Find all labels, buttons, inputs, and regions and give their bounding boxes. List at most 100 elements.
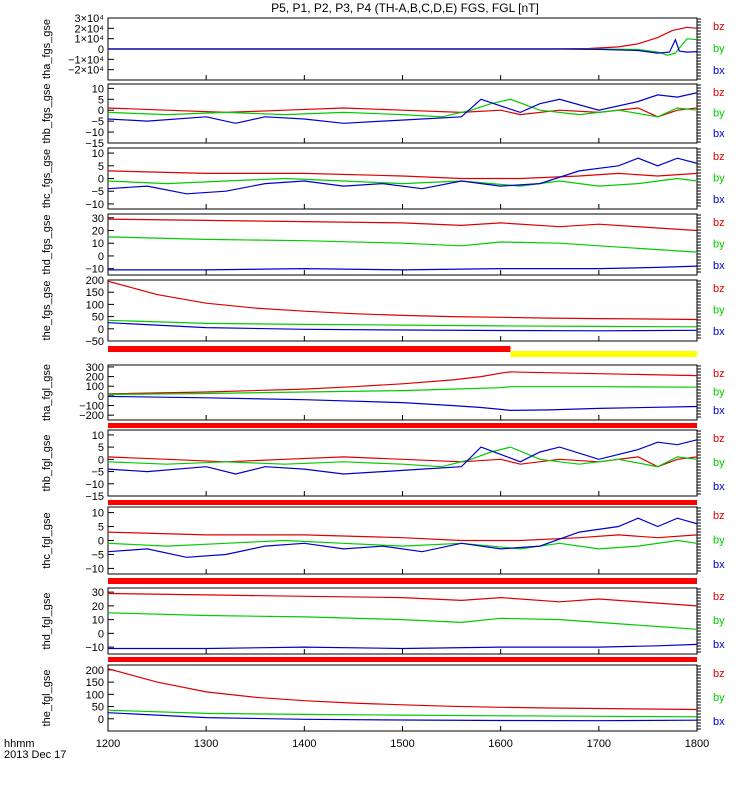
series-line-by — [108, 446, 697, 468]
y-tick-label: −10 — [85, 264, 104, 276]
y-tick-label: 200 — [86, 665, 104, 677]
y-tick-label: 5 — [98, 94, 104, 106]
x-axis: 1200 1300 1400 1500 1600 1700 1800 — [96, 75, 709, 750]
y-tick-label: −5 — [91, 467, 104, 479]
legend-bx: bx — [713, 260, 725, 272]
series-line-bx — [108, 265, 697, 271]
y-tick-label: 50 — [92, 702, 104, 714]
series-line-bx — [108, 395, 697, 412]
y-tick-label: 100 — [86, 299, 104, 311]
series-line-bz — [108, 170, 697, 180]
figure-title: P5, P1, P2, P3, P4 (TH-A,B,C,D,E) FGS, F… — [271, 1, 539, 15]
y-tick-label: −15 — [85, 138, 104, 150]
y-axis-label: the_fgs_gse — [41, 281, 53, 341]
series-line-by — [108, 709, 697, 718]
series-line-by — [108, 319, 697, 328]
y-tick-label: 0 — [98, 536, 104, 548]
legend-by: by — [713, 535, 725, 547]
mode-bars — [108, 346, 697, 662]
y-tick-label: 100 — [86, 689, 104, 701]
legend-by: by — [713, 239, 725, 251]
y-tick-label: 150 — [86, 287, 104, 299]
legend-bz: bz — [713, 87, 725, 99]
x-tick-label: 1600 — [488, 738, 512, 750]
y-tick-label: 5 — [98, 522, 104, 534]
series-line-bz — [108, 218, 697, 232]
y-tick-label: 10 — [92, 83, 104, 95]
mode-bar — [108, 657, 697, 662]
y-axis-label: thc_fgl_gse — [41, 512, 53, 568]
series-line-by — [108, 539, 697, 550]
legend-bz: bz — [713, 433, 725, 445]
series-line-by — [108, 98, 697, 118]
series-line-bz — [108, 668, 697, 711]
series-line-by — [108, 612, 697, 630]
y-tick-label: 200 — [86, 275, 104, 287]
y-axis-label: thb_fgs_gse — [41, 84, 53, 144]
series-line-by — [108, 177, 697, 187]
y-tick-label: −10 — [85, 563, 104, 575]
y-tick-label: 0 — [98, 391, 104, 403]
series-line-bx — [108, 157, 697, 195]
y-axis-label: the_fgl_gse — [41, 670, 53, 727]
legend-bx: bx — [713, 639, 725, 651]
legend-bz: bz — [713, 668, 725, 680]
legend-by: by — [713, 305, 725, 317]
y-tick-label: 100 — [86, 381, 104, 393]
legend-bx: bx — [713, 194, 725, 206]
mode-bar — [510, 351, 697, 357]
legend-by: by — [713, 457, 725, 469]
time-label: hhmm — [4, 738, 35, 750]
legend-bx: bx — [713, 65, 725, 77]
y-tick-label: 200 — [86, 372, 104, 384]
y-axis-label: thd_fgs_gse — [41, 215, 53, 275]
legend-by: by — [713, 615, 725, 627]
y-tick-label: 150 — [86, 677, 104, 689]
series-line-bz — [108, 456, 697, 468]
legend-bx: bx — [713, 405, 725, 417]
y-tick-label: 3×10⁴ — [74, 13, 104, 25]
y-tick-label: 0 — [98, 714, 104, 726]
y-tick-label: 0 — [98, 628, 104, 640]
y-tick-label: −10 — [85, 479, 104, 491]
y-tick-label: −50 — [85, 336, 104, 348]
legend-bz: bz — [713, 21, 725, 33]
panel-frame — [107, 147, 698, 210]
y-tick-label: −1×10⁴ — [68, 54, 104, 66]
y-tick-label: 10 — [92, 615, 104, 627]
date-label: 2013 Dec 17 — [4, 749, 66, 761]
series-line-bz — [108, 592, 697, 607]
y-tick-label: −10 — [85, 642, 104, 654]
legend-by: by — [713, 173, 725, 185]
legend-by: by — [713, 43, 725, 55]
legend-bx: bx — [713, 716, 725, 728]
y-tick-label: −10 — [85, 199, 104, 211]
panel-frame — [107, 506, 698, 575]
y-tick-label: −5 — [91, 186, 104, 198]
legend-bx: bx — [713, 559, 725, 571]
y-tick-label: −15 — [85, 491, 104, 503]
y-axis-label: thc_fgs_gse — [41, 149, 53, 208]
series-line-bx — [108, 38, 697, 54]
y-tick-label: 0 — [98, 44, 104, 56]
legend-bz: bz — [713, 510, 725, 522]
mode-bar — [108, 578, 697, 584]
series-line-bx — [108, 712, 697, 722]
y-tick-label: 10 — [92, 430, 104, 442]
panel-frame — [107, 279, 698, 342]
panel-thd_fgl_gse: 30 20 100 −10 thd_fgl_gse bz by bx — [41, 587, 725, 655]
y-tick-label: 5 — [98, 442, 104, 454]
y-tick-label: 1×10⁴ — [74, 34, 104, 46]
series-line-bx — [108, 92, 697, 124]
y-axis-label: thb_fgl_gse — [41, 435, 53, 492]
y-tick-label: 20 — [92, 226, 104, 238]
panel-thc_fgl_gse: 10 5 0−5 −10 thc_fgl_gse bz by bx — [41, 506, 725, 575]
y-tick-label: 50 — [92, 312, 104, 324]
series-line-bx — [108, 439, 697, 475]
y-tick-label: 10 — [92, 238, 104, 250]
